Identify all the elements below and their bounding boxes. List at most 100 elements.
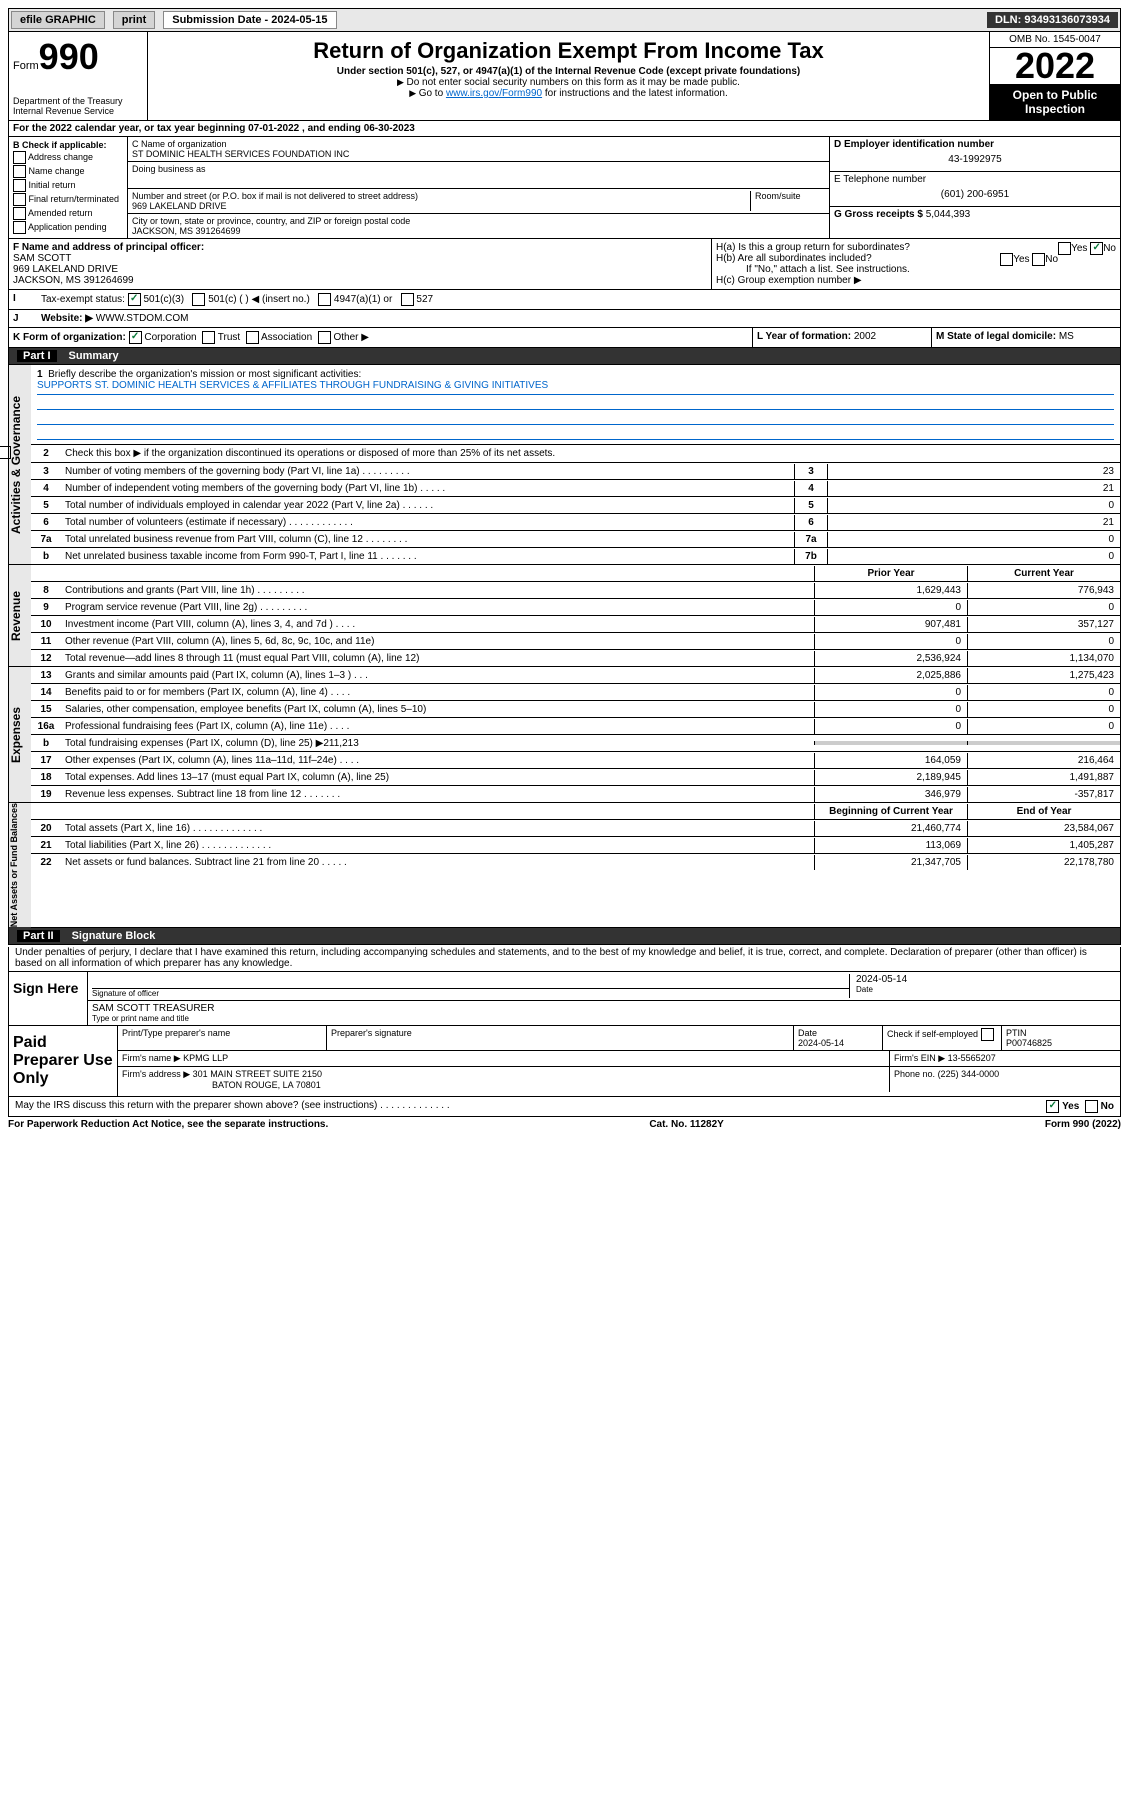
form-title: Return of Organization Exempt From Incom…: [152, 38, 985, 64]
signature-block: Under penalties of perjury, I declare th…: [8, 947, 1121, 1117]
summary-row: 5Total number of individuals employed in…: [31, 497, 1120, 514]
firm-addr2: BATON ROUGE, LA 70801: [122, 1080, 321, 1090]
governance-section: Activities & Governance 1 Briefly descri…: [8, 365, 1121, 565]
cb-app-pending[interactable]: [13, 221, 26, 234]
gross-label: G Gross receipts $: [834, 209, 923, 220]
summary-row: 8Contributions and grants (Part VIII, li…: [31, 582, 1120, 599]
cb-hb-no[interactable]: [1032, 253, 1045, 266]
efile-label: efile GRAPHIC: [11, 11, 105, 29]
officer-print-name: SAM SCOTT TREASURER: [92, 1003, 214, 1014]
cb-ha-yes[interactable]: [1058, 242, 1071, 255]
open-public-badge: Open to Public Inspection: [990, 84, 1120, 120]
irs-link[interactable]: www.irs.gov/Form990: [446, 88, 542, 99]
hdr-prior: Prior Year: [814, 566, 967, 581]
cb-4947[interactable]: [318, 293, 331, 306]
tab-revenue: Revenue: [9, 565, 31, 666]
cb-527[interactable]: [401, 293, 414, 306]
tax-status-label: Tax-exempt status:: [41, 294, 125, 305]
officer-addr1: 969 LAKELAND DRIVE: [13, 264, 118, 275]
cb-trust[interactable]: [202, 331, 215, 344]
org-info-block: B Check if applicable: Address change Na…: [8, 137, 1121, 239]
org-address: 969 LAKELAND DRIVE: [132, 201, 750, 211]
city-label: City or town, state or province, country…: [132, 216, 825, 226]
firm-ein: 13-5565207: [948, 1053, 996, 1063]
cb-discuss-no[interactable]: [1085, 1100, 1098, 1113]
form-subtitle: Under section 501(c), 527, or 4947(a)(1)…: [152, 66, 985, 77]
summary-row: 16aProfessional fundraising fees (Part I…: [31, 718, 1120, 735]
summary-row: 22Net assets or fund balances. Subtract …: [31, 854, 1120, 870]
print-button[interactable]: print: [113, 11, 155, 29]
phone-value: (601) 200-6951: [834, 185, 1116, 204]
note-ssn: Do not enter social security numbers on …: [152, 77, 985, 88]
room-label: Room/suite: [750, 191, 825, 211]
summary-row: bNet unrelated business taxable income f…: [31, 548, 1120, 564]
footer-mid: Cat. No. 11282Y: [649, 1119, 723, 1130]
page-footer: For Paperwork Reduction Act Notice, see …: [8, 1117, 1121, 1130]
year-formation-label: L Year of formation:: [757, 331, 851, 342]
part1-header: Part I Summary: [8, 348, 1121, 365]
summary-row: 19Revenue less expenses. Subtract line 1…: [31, 786, 1120, 802]
form-org-label: K Form of organization:: [13, 332, 126, 343]
domicile-value: MS: [1059, 331, 1074, 342]
summary-row: 15Salaries, other compensation, employee…: [31, 701, 1120, 718]
cb-corp[interactable]: [129, 331, 142, 344]
dba-label: Doing business as: [132, 164, 825, 174]
cb-ha-no[interactable]: [1090, 242, 1103, 255]
footer-left: For Paperwork Reduction Act Notice, see …: [8, 1119, 328, 1130]
firm-addr1: 301 MAIN STREET SUITE 2150: [193, 1069, 322, 1079]
summary-row: 4Number of independent voting members of…: [31, 480, 1120, 497]
mission-text: SUPPORTS ST. DOMINIC HEALTH SERVICES & A…: [37, 380, 1114, 395]
cb-hb-yes[interactable]: [1000, 253, 1013, 266]
tax-period: For the 2022 calendar year, or tax year …: [8, 121, 1121, 137]
sig-officer-label: Signature of officer: [92, 989, 849, 998]
cb-discontinued[interactable]: [0, 446, 11, 459]
phone-label: E Telephone number: [834, 174, 1116, 185]
cb-501c[interactable]: [192, 293, 205, 306]
date-label: Date: [856, 985, 1116, 994]
cb-501c3[interactable]: [128, 293, 141, 306]
gross-value: 5,044,393: [926, 209, 971, 220]
hb-label: H(b) Are all subordinates included?: [716, 253, 872, 264]
summary-row: 17Other expenses (Part IX, column (A), l…: [31, 752, 1120, 769]
summary-row: 13Grants and similar amounts paid (Part …: [31, 667, 1120, 684]
note-link: Go to www.irs.gov/Form990 for instructio…: [152, 88, 985, 99]
ein-value: 43-1992975: [834, 150, 1116, 169]
cb-other[interactable]: [318, 331, 331, 344]
cb-discuss-yes[interactable]: [1046, 1100, 1059, 1113]
hdr-beginning: Beginning of Current Year: [814, 804, 967, 819]
block-b-label: B Check if applicable:: [13, 140, 123, 150]
summary-row: 6Total number of volunteers (estimate if…: [31, 514, 1120, 531]
discuss-text: May the IRS discuss this return with the…: [15, 1100, 1046, 1113]
tax-year: 2022: [990, 48, 1120, 84]
cb-initial-return[interactable]: [13, 179, 26, 192]
cb-address-change[interactable]: [13, 151, 26, 164]
ein-label: D Employer identification number: [834, 139, 1116, 150]
hdr-end: End of Year: [967, 804, 1120, 819]
cb-self-employed[interactable]: [981, 1028, 994, 1041]
summary-row: 12Total revenue—add lines 8 through 11 (…: [31, 650, 1120, 666]
summary-row: 18Total expenses. Add lines 13–17 (must …: [31, 769, 1120, 786]
summary-row: 9Program service revenue (Part VIII, lin…: [31, 599, 1120, 616]
hdr-current: Current Year: [967, 566, 1120, 581]
sign-here-label: Sign Here: [9, 972, 88, 1025]
irs-label: Internal Revenue Service: [13, 106, 143, 116]
summary-row: 10Investment income (Part VIII, column (…: [31, 616, 1120, 633]
addr-label: Number and street (or P.O. box if mail i…: [132, 191, 750, 201]
q2-text: Check this box ▶ if the organization dis…: [61, 445, 1120, 462]
cb-amended[interactable]: [13, 207, 26, 220]
prep-date: 2024-05-14: [798, 1038, 844, 1048]
cb-assoc[interactable]: [246, 331, 259, 344]
form-label: Form: [13, 60, 39, 72]
dept-label: Department of the Treasury: [13, 96, 143, 106]
ha-label: H(a) Is this a group return for subordin…: [716, 242, 910, 253]
website-value: WWW.STDOM.COM: [96, 313, 189, 324]
cb-name-change[interactable]: [13, 165, 26, 178]
tab-expenses: Expenses: [9, 667, 31, 802]
cb-final-return[interactable]: [13, 193, 26, 206]
tab-netassets: Net Assets or Fund Balances: [9, 803, 31, 927]
officer-sub-label: Type or print name and title: [92, 1014, 214, 1023]
prep-sig-label: Preparer's signature: [327, 1026, 794, 1050]
form-header: Form990 Department of the Treasury Inter…: [8, 32, 1121, 121]
firm-name: KPMG LLP: [183, 1053, 228, 1063]
top-bar: efile GRAPHIC print Submission Date - 20…: [8, 8, 1121, 32]
